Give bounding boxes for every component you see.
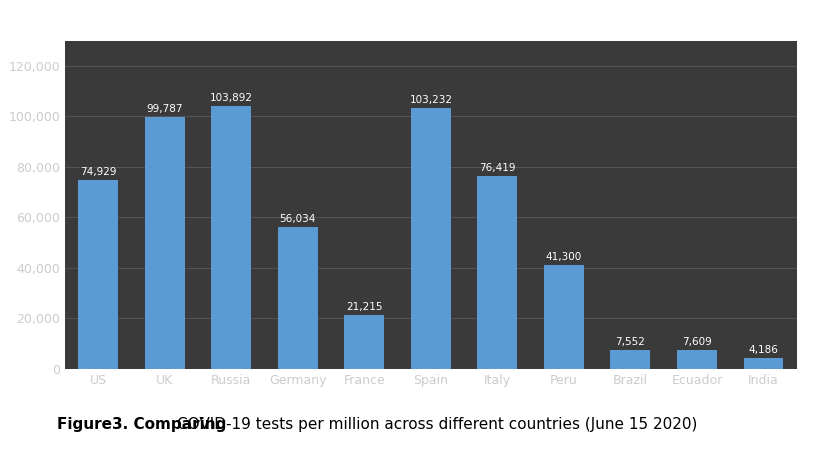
- Text: 74,929: 74,929: [80, 166, 116, 177]
- Text: 103,232: 103,232: [410, 95, 452, 105]
- Title: Tests per million population: Tests per million population: [234, 8, 628, 32]
- Bar: [278, 227, 318, 369]
- Bar: [677, 350, 717, 369]
- Bar: [611, 350, 650, 369]
- Text: 103,892: 103,892: [210, 94, 253, 104]
- Text: 99,787: 99,787: [146, 104, 183, 114]
- Bar: [744, 358, 784, 369]
- Text: Figure3. Comparing: Figure3. Comparing: [57, 417, 232, 432]
- Bar: [78, 180, 118, 369]
- Text: 7,552: 7,552: [615, 337, 646, 347]
- Bar: [211, 107, 251, 369]
- Text: COVID-19 tests per million across different countries (June 15 2020): COVID-19 tests per million across differ…: [177, 417, 698, 432]
- Text: 76,419: 76,419: [479, 163, 515, 173]
- Bar: [411, 108, 451, 369]
- Text: 4,186: 4,186: [749, 346, 778, 356]
- Text: 56,034: 56,034: [280, 214, 316, 225]
- Bar: [544, 265, 584, 369]
- Text: 41,300: 41,300: [546, 252, 582, 261]
- Bar: [145, 117, 185, 369]
- Bar: [345, 315, 385, 369]
- Text: 7,609: 7,609: [682, 337, 712, 347]
- Text: 21,215: 21,215: [346, 302, 383, 312]
- Bar: [477, 176, 517, 369]
